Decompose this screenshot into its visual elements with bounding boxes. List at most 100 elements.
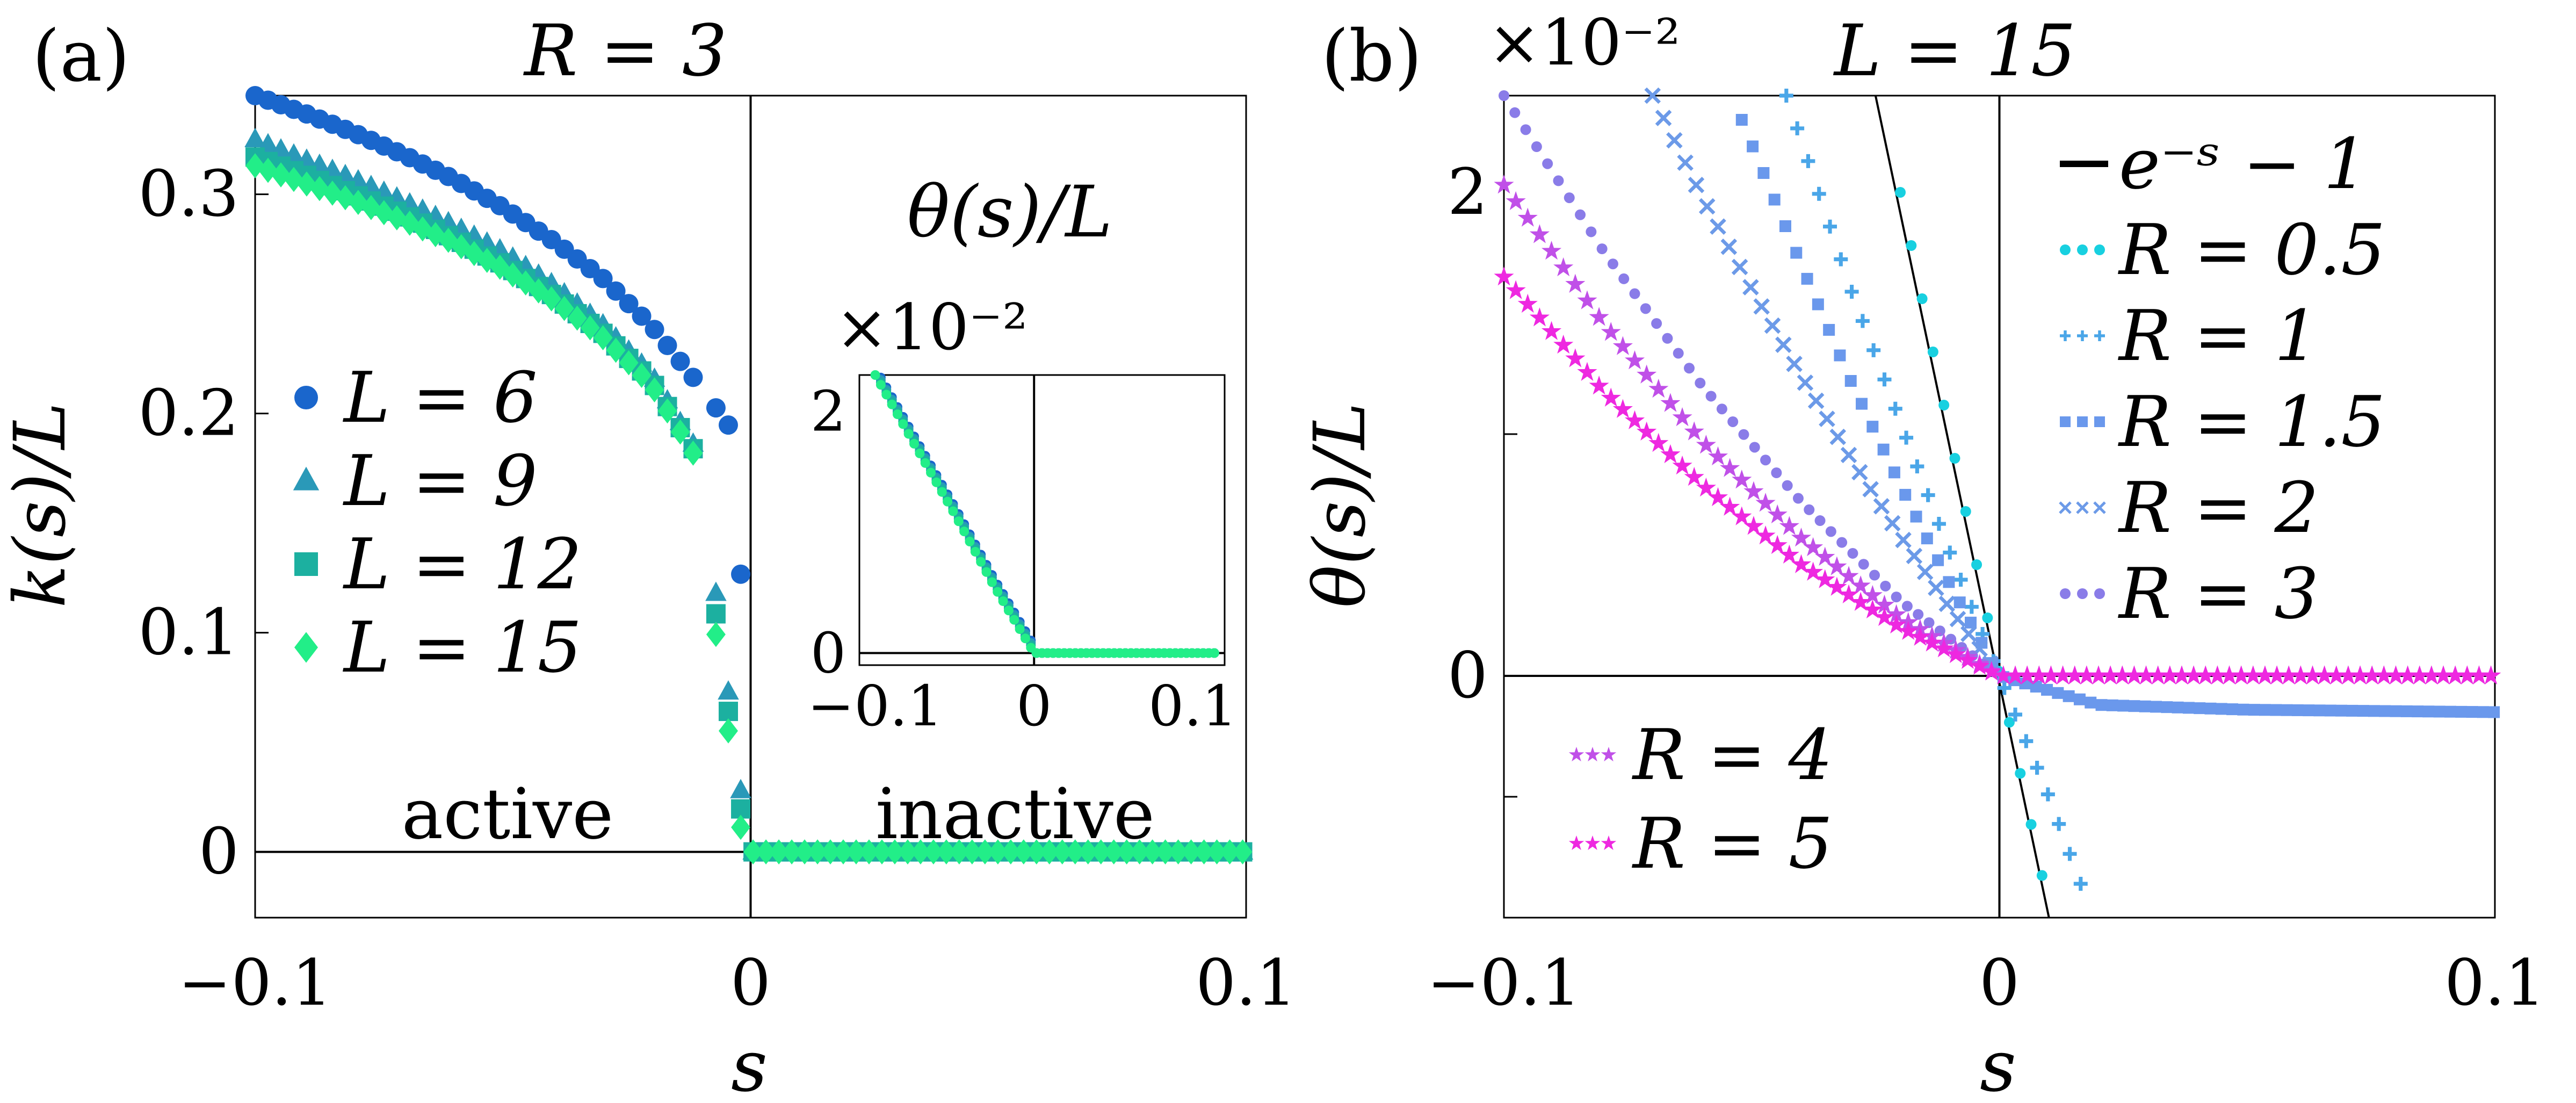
inset-x-tick-label: 0 [1016,673,1052,739]
data-point [2160,665,2180,684]
data-point [1589,375,1609,395]
data-point [1506,280,1526,299]
data-point [2025,819,2037,830]
panel-b-y-multiplier: ×10⁻² [1488,5,1681,80]
data-point [2015,768,2026,779]
data-point [1673,348,1684,359]
data-point [1710,218,1726,235]
data-point [580,315,600,341]
data-point [2172,665,2192,684]
inset-ticks: −0.1 0 0.102 [807,379,1237,739]
data-point [670,419,690,445]
data-point [2073,877,2088,891]
inset-point [870,370,880,380]
legend-marker [2094,588,2105,599]
data-point [2219,665,2240,684]
data-point [1078,839,1098,864]
data-point [1888,401,1902,416]
data-point [730,778,751,798]
data-point [1812,298,1824,311]
data-point [885,839,905,864]
data-point [1804,504,1815,515]
legend-marker [2094,244,2105,255]
inset-point [909,438,919,449]
panel-a-xlabel: s [731,1025,768,1103]
data-point [1943,545,1957,560]
data-point [1801,272,1813,285]
series-R-3 [1499,90,2000,678]
data-point [1684,363,1695,374]
data-point [619,294,639,314]
data-point [1065,839,1085,864]
data-point [2172,701,2184,713]
data-point [1771,467,1782,478]
data-point [1901,601,1913,612]
legend-entry: R = 4 [1568,714,1833,796]
data-point [1688,177,1705,193]
data-point [1637,421,1657,441]
data-point [2281,704,2293,716]
data-point [1814,515,1826,527]
series-L-15 [245,153,1253,864]
data-point [1564,192,1575,204]
inset-point [1209,648,1219,658]
panel-b-ylabel: θ(s)/L [1299,402,1381,608]
data-point [2243,665,2263,684]
data-point [1707,487,1728,507]
data-point [2073,693,2086,705]
data-point [1233,839,1253,864]
data-point [1624,350,1645,370]
data-point [1943,576,1955,588]
series-R-1 [1779,89,2088,891]
data-point [2466,706,2478,718]
data-point [1648,432,1669,452]
data-point [756,839,776,864]
data-point [1819,410,1835,427]
data-point [1014,839,1033,864]
data-point [2128,700,2140,712]
data-point [1155,839,1175,864]
panel-b-x-tick-label: 0.1 [2444,946,2545,1020]
data-point [2302,665,2323,684]
data-point [1913,609,1924,620]
inset-zero-lines [859,375,1225,665]
data-point [1910,626,1930,646]
data-point [1850,592,1871,611]
panel-b-ticks: −0.1 0 0.1 0 2 [1427,155,2545,1020]
data-point [2433,665,2454,684]
data-point [1993,665,2014,684]
data-point [1130,839,1149,864]
legend-label: R = 0.5 [2118,209,2385,291]
legend-marker [1584,747,1601,762]
data-point [1577,290,1597,309]
data-point [244,128,266,147]
data-point [2338,665,2358,684]
inset-point [970,546,980,557]
data-point [1494,174,1514,194]
data-point [1840,446,1857,464]
data-point [1542,158,1553,169]
data-point [2421,665,2442,684]
data-point [1791,554,1812,573]
data-point [1520,124,1531,135]
legend-marker [1568,747,1584,762]
data-point [1677,154,1694,171]
inset-point [892,409,902,420]
legend-marker [293,466,320,491]
panel-b-y-tick-label: 0 [1448,638,1488,712]
series-R-2 [1644,87,1999,672]
data-point [1696,477,1716,497]
data-point [846,839,866,864]
legend-entry: R = 5 [1568,803,1833,884]
data-point [541,286,561,312]
legend-label: R = 1.5 [2118,381,2385,463]
data-point [1541,241,1562,260]
data-point [2303,704,2315,717]
data-point [1844,284,1859,299]
data-point [2374,665,2394,684]
legend-marker [2059,501,2072,514]
data-point [2398,665,2418,684]
data-point [1506,191,1526,211]
data-point [400,211,419,236]
